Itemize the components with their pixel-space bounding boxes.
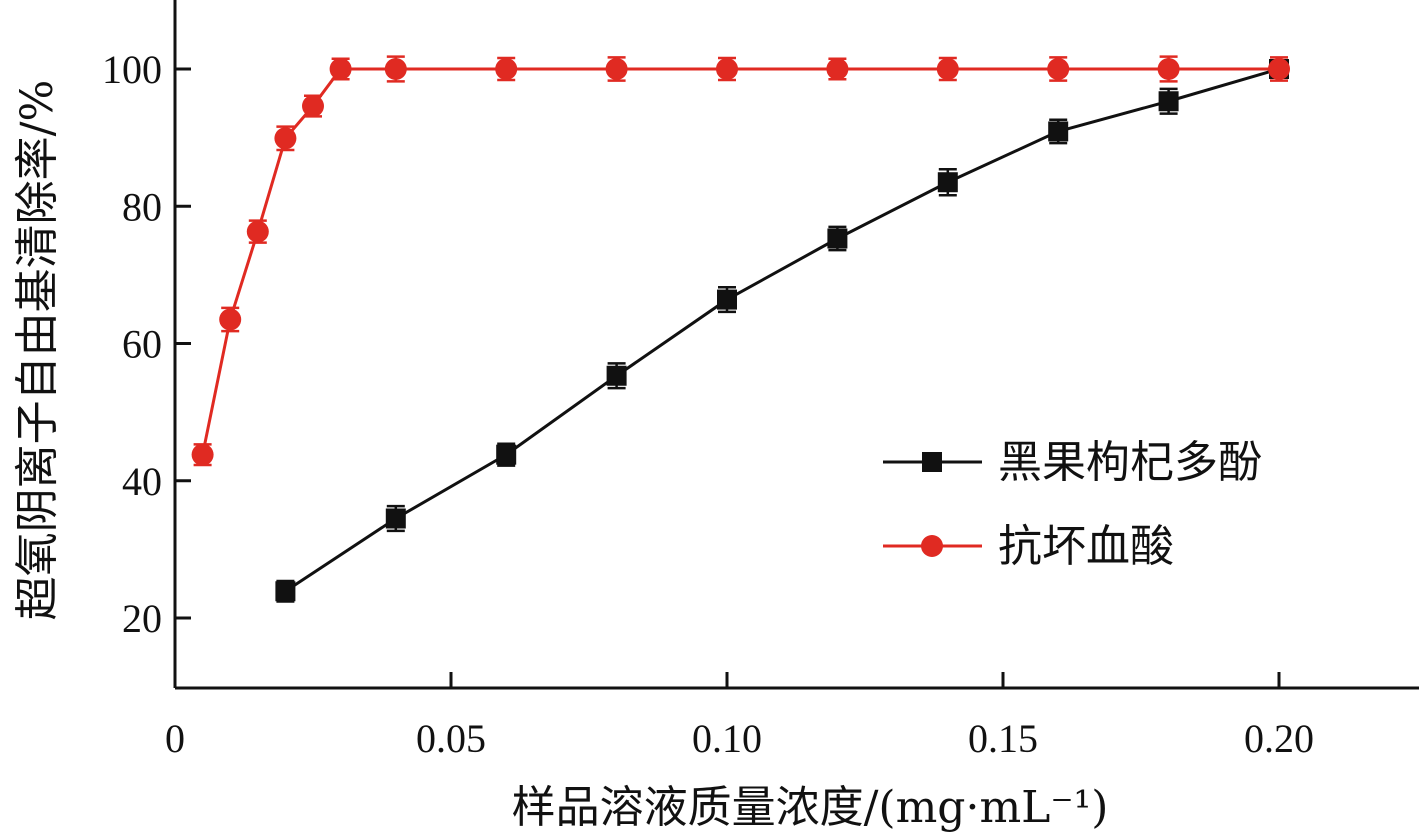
x-tick-label: 0.10 [692,716,762,761]
legend-marker [921,535,943,557]
data-point [275,581,296,602]
data-point [191,443,214,466]
x-tick-label: 0.15 [968,716,1038,761]
data-point [302,95,324,118]
data-point [274,127,297,150]
data-point [329,58,352,80]
ticks: 0 0.05 0.10 0.15 0.20 20 40 60 80 100 [102,47,1314,761]
x-tick-label: 0 [165,716,185,761]
series-line [284,67,1280,593]
data-point [385,508,406,529]
data-point [219,308,242,331]
y-tick-label: 80 [122,184,162,229]
data-point [716,58,738,80]
y-tick-label: 60 [122,322,162,367]
data-point [246,220,269,243]
x-tick-label: 0.05 [416,716,486,761]
series-2 [191,55,1290,467]
data-point [1158,91,1179,112]
data-point [496,444,517,465]
data-point [717,289,737,310]
x-tick-label: 0.20 [1244,716,1314,761]
data-point [827,228,848,249]
data-point [937,172,958,193]
legend-item: 抗坏血酸 [883,521,1174,572]
data-point [1157,58,1180,80]
data-point [605,58,628,80]
data-point [384,58,407,80]
x-axis-title: 样品溶液质量浓度/(mg·mL⁻¹) [512,782,1109,833]
legend-label: 抗坏血酸 [998,521,1174,572]
legend-item: 黑果枸杞多酚 [883,437,1262,488]
data-point [495,58,518,80]
series-layer [191,55,1290,603]
series-line [201,67,1279,455]
data-point [826,58,849,80]
y-tick-label: 100 [102,47,162,92]
data-point [1047,58,1070,80]
data-point [936,58,959,80]
legend-marker [922,452,942,472]
series-1 [275,59,1289,603]
legend-label: 黑果枸杞多酚 [998,437,1262,488]
data-point [606,365,627,386]
axes [173,0,1419,690]
y-tick-label: 40 [122,459,162,504]
y-axis-title: 超氧阴离子自由基清除率/% [12,80,63,621]
data-point [1048,121,1069,142]
data-point [1268,58,1290,80]
y-tick-label: 20 [122,596,162,641]
